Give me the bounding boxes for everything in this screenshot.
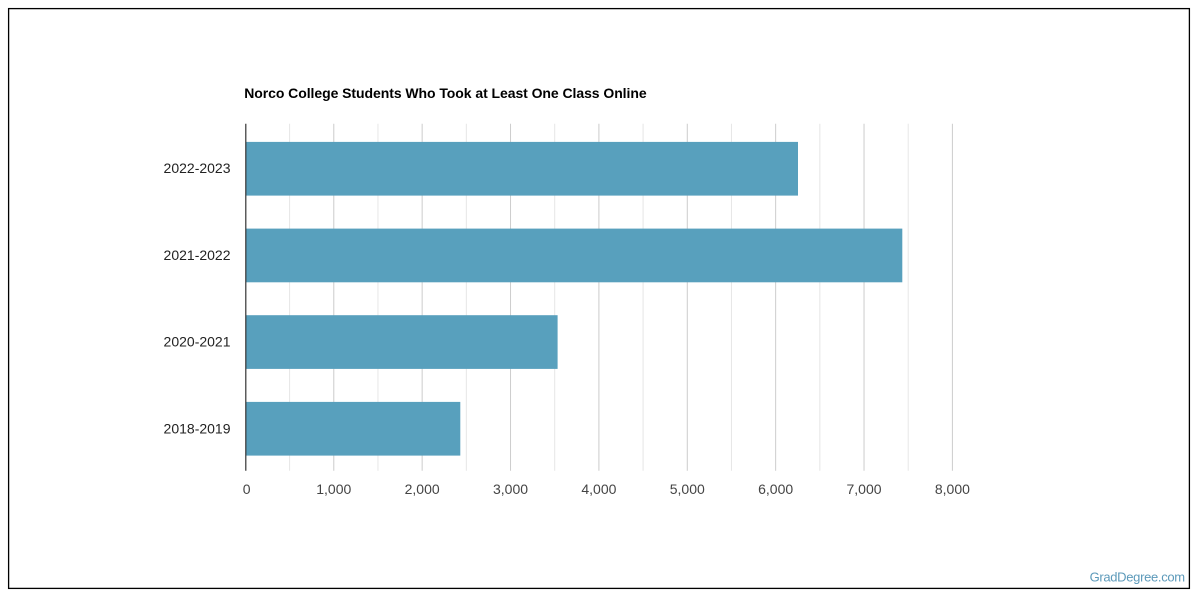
svg-text:3,000: 3,000 <box>493 481 528 497</box>
svg-text:4,000: 4,000 <box>581 481 616 497</box>
svg-text:7,000: 7,000 <box>847 481 882 497</box>
svg-text:Norco College Students Who Too: Norco College Students Who Took at Least… <box>244 85 647 101</box>
svg-text:8,000: 8,000 <box>935 481 970 497</box>
svg-text:5,000: 5,000 <box>670 481 705 497</box>
svg-text:2022-2023: 2022-2023 <box>164 160 231 176</box>
svg-text:2,000: 2,000 <box>405 481 440 497</box>
svg-text:2021-2022: 2021-2022 <box>164 247 231 263</box>
svg-text:GradDegree.com: GradDegree.com <box>1090 569 1185 584</box>
svg-text:2018-2019: 2018-2019 <box>164 420 231 436</box>
svg-text:1,000: 1,000 <box>316 481 351 497</box>
svg-text:2020-2021: 2020-2021 <box>164 334 231 350</box>
svg-text:0: 0 <box>243 481 251 497</box>
svg-text:6,000: 6,000 <box>758 481 793 497</box>
